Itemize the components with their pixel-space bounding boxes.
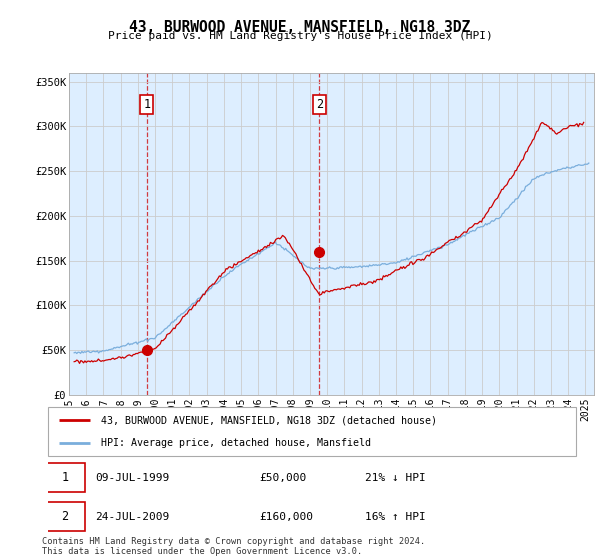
Text: 43, BURWOOD AVENUE, MANSFIELD, NG18 3DZ: 43, BURWOOD AVENUE, MANSFIELD, NG18 3DZ xyxy=(130,20,470,35)
Text: £50,000: £50,000 xyxy=(259,473,307,483)
Text: HPI: Average price, detached house, Mansfield: HPI: Average price, detached house, Mans… xyxy=(101,438,371,448)
Text: 16% ↑ HPI: 16% ↑ HPI xyxy=(365,512,425,522)
Text: 24-JUL-2009: 24-JUL-2009 xyxy=(95,512,170,522)
Text: Price paid vs. HM Land Registry's House Price Index (HPI): Price paid vs. HM Land Registry's House … xyxy=(107,31,493,41)
FancyBboxPatch shape xyxy=(46,463,85,492)
Text: 1: 1 xyxy=(143,97,151,111)
FancyBboxPatch shape xyxy=(48,407,576,456)
Text: 2: 2 xyxy=(62,510,69,524)
Text: 1: 1 xyxy=(62,471,69,484)
Text: 43, BURWOOD AVENUE, MANSFIELD, NG18 3DZ (detached house): 43, BURWOOD AVENUE, MANSFIELD, NG18 3DZ … xyxy=(101,416,437,426)
FancyBboxPatch shape xyxy=(46,502,85,531)
Text: 2: 2 xyxy=(316,97,323,111)
Text: 09-JUL-1999: 09-JUL-1999 xyxy=(95,473,170,483)
Text: 21% ↓ HPI: 21% ↓ HPI xyxy=(365,473,425,483)
Text: £160,000: £160,000 xyxy=(259,512,313,522)
Text: Contains HM Land Registry data © Crown copyright and database right 2024.
This d: Contains HM Land Registry data © Crown c… xyxy=(42,536,425,556)
